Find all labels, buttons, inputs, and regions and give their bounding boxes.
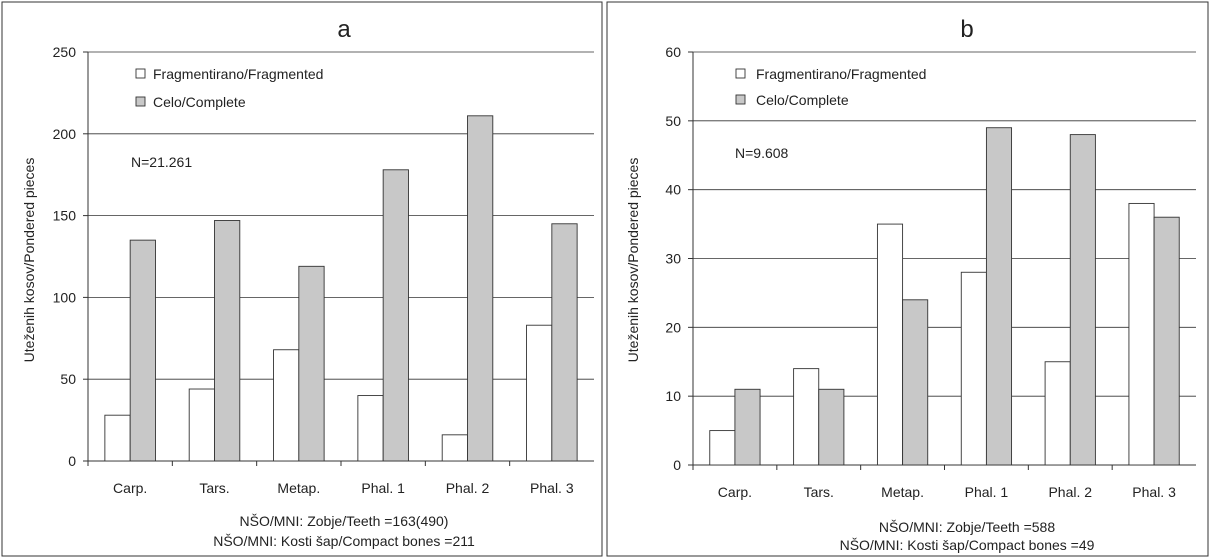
x-tick-label: Tars. — [199, 480, 229, 496]
bar-fragmented-phal-1 — [960, 271, 987, 466]
bar-complete-phal-1 — [985, 127, 1013, 466]
bar-fragmented-carp — [104, 414, 131, 462]
x-tick-label: Phal. 1 — [965, 484, 1009, 500]
legend: Fragmentirano/Fragmented Celo/Complete — [735, 66, 926, 108]
bar-fragmented-metap — [876, 223, 904, 466]
bar-complete-tars — [818, 388, 845, 466]
bar-fragmented-phal-1 — [357, 395, 384, 462]
bar-complete-metap — [298, 265, 325, 462]
y-tick-label: 0 — [68, 453, 76, 469]
y-axis-label: Uteženih kosov/Pondered pieces — [21, 158, 37, 363]
bar-fragmented-phal-3 — [1128, 202, 1155, 466]
bar-complete-phal-2 — [467, 115, 494, 462]
x-tick-label: Phal. 1 — [361, 480, 405, 496]
bar-complete-carp — [734, 388, 761, 466]
bar-fragmented-tars — [793, 368, 820, 466]
legend-label-complete: Celo/Complete — [153, 94, 246, 110]
bar-fragmented-metap — [273, 349, 300, 462]
y-tick-label: 50 — [665, 113, 681, 129]
panel-frame — [606, 1, 1209, 557]
footnote-teeth: NŠO/MNI: Zobje/Teeth =588 — [879, 519, 1055, 535]
x-tick-label: Phal. 2 — [446, 480, 490, 496]
chart-panel-a: a Uteženih kosov/Pondered pieces 0 50 100 1… — [1, 1, 603, 557]
x-tick-label: Phal. 3 — [1132, 484, 1176, 500]
x-tick-label: Metap. — [881, 484, 924, 500]
x-tick-label: Carp. — [113, 480, 147, 496]
footnote-compact-bones: NŠO/MNI: Kosti šap/Compact bones =49 — [840, 537, 1095, 553]
y-tick-label: 150 — [53, 208, 77, 224]
gridlines — [688, 51, 1196, 470]
x-tick-label: Metap. — [277, 480, 320, 496]
bar-fragmented-phal-3 — [526, 324, 553, 462]
x-tick-label: Carp. — [718, 484, 752, 500]
bars — [104, 115, 578, 462]
bar-fragmented-phal-2 — [441, 434, 468, 462]
sample-size-annotation: N=21.261 — [131, 154, 192, 170]
bar-fragmented-phal-2 — [1044, 361, 1071, 466]
panel-label: b — [960, 16, 973, 43]
y-tick-label: 100 — [53, 289, 77, 305]
bar-complete-tars — [214, 220, 241, 462]
legend-swatch-complete — [735, 94, 746, 105]
footnote-compact-bones: NŠO/MNI: Kosti šap/Compact bones =211 — [213, 533, 475, 549]
x-tick-label: Tars. — [804, 484, 834, 500]
legend-label-fragmented: Fragmentirano/Fragmented — [153, 66, 323, 82]
y-tick-label: 50 — [60, 371, 76, 387]
category-labels: Carp. Tars. Metap. Phal. 1 Phal. 2 Phal. 3 — [718, 484, 1176, 500]
sample-size-annotation: N=9.608 — [735, 145, 789, 161]
x-tick-label: Phal. 2 — [1048, 484, 1092, 500]
legend-label-fragmented: Fragmentirano/Fragmented — [756, 66, 926, 82]
legend-swatch-complete — [135, 96, 146, 107]
bar-complete-phal-1 — [382, 169, 409, 462]
panel-label: a — [337, 16, 351, 43]
gridlines — [83, 51, 594, 466]
chart-panel-b: b Uteženih kosov/Pondered pieces 0 10 20 30… — [606, 1, 1209, 557]
y-tick-label: 40 — [665, 182, 681, 198]
y-tick-label: 10 — [665, 388, 681, 404]
y-tick-label: 60 — [665, 44, 681, 60]
y-tick-label: 250 — [53, 44, 77, 60]
legend: Fragmentirano/Fragmented Celo/Complete — [135, 66, 323, 110]
bar-complete-phal-3 — [551, 223, 578, 462]
y-tick-labels: 0 10 20 30 40 50 60 — [665, 44, 681, 473]
y-tick-labels: 0 50 100 150 200 250 — [53, 44, 77, 469]
legend-label-complete: Celo/Complete — [756, 92, 849, 108]
category-labels: Carp. Tars. Metap. Phal. 1 Phal. 2 Phal. 3 — [113, 480, 574, 496]
y-tick-label: 30 — [665, 251, 681, 267]
y-tick-label: 0 — [673, 457, 681, 473]
y-tick-label: 20 — [665, 319, 681, 335]
bar-complete-phal-3 — [1153, 216, 1180, 466]
legend-swatch-fragmented — [135, 68, 146, 79]
legend-swatch-fragmented — [735, 68, 746, 79]
bar-complete-phal-2 — [1069, 134, 1096, 466]
bars — [709, 127, 1180, 466]
bar-fragmented-tars — [188, 388, 215, 462]
y-axis-label: Uteženih kosov/Pondered pieces — [625, 158, 641, 363]
footnote-teeth: NŠO/MNI: Zobje/Teeth =163(490) — [240, 513, 449, 529]
x-tick-label: Phal. 3 — [530, 480, 574, 496]
y-tick-label: 200 — [53, 126, 77, 142]
bar-complete-metap — [902, 299, 929, 466]
bar-complete-carp — [129, 239, 156, 462]
panel-frame — [1, 1, 603, 557]
bar-fragmented-carp — [709, 430, 736, 466]
